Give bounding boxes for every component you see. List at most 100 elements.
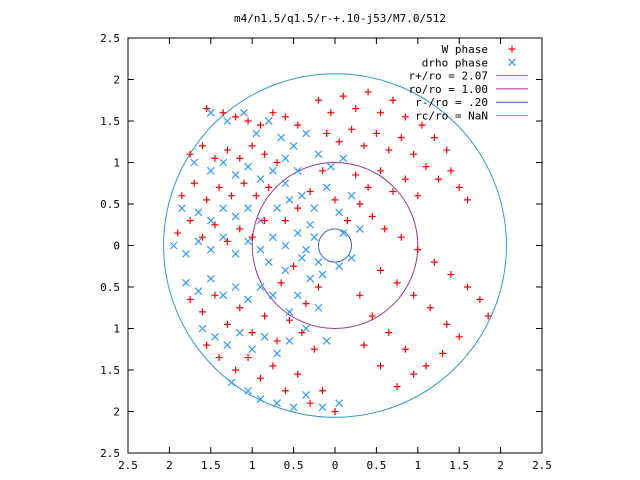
w-phase-point xyxy=(203,341,211,349)
w-phase-point xyxy=(335,138,343,146)
w-phase-point xyxy=(360,142,368,150)
w-phase-point xyxy=(484,312,492,320)
w-phase-point xyxy=(364,183,372,191)
legend-label: r+/ro = 2.07 xyxy=(409,70,488,83)
w-phase-point xyxy=(426,304,434,312)
w-phase-point xyxy=(252,192,260,200)
w-phase-point xyxy=(228,192,235,200)
drho-phase-point xyxy=(198,324,207,333)
w-phase-point xyxy=(377,167,385,175)
w-phase-point xyxy=(223,237,231,245)
drho-phase-point xyxy=(302,324,310,333)
w-phase-point xyxy=(294,121,302,129)
w-phase-point xyxy=(414,246,422,254)
drho-phase-point xyxy=(206,166,215,175)
w-phase-point xyxy=(435,175,442,183)
y-tick-label: 2 xyxy=(113,74,120,87)
w-phase-point xyxy=(422,362,430,370)
drho-phase-point xyxy=(314,150,323,159)
drho-phase-point xyxy=(302,245,310,254)
drho-phase-point xyxy=(289,403,298,412)
w-phase-point xyxy=(422,163,430,171)
legend-label: r-/ro = .20 xyxy=(415,96,488,109)
w-phase-point xyxy=(186,295,194,303)
drho-phase-point xyxy=(322,183,331,192)
x-tick-label: 0.5 xyxy=(284,459,304,472)
drho-phase-point xyxy=(268,291,277,300)
x-axis-ticks: 2.5 2 1.5 1 0.5 0 0.5 1 1.5 2 2.5 xyxy=(118,38,552,472)
w-phase-point xyxy=(314,96,322,104)
w-phase-point xyxy=(186,217,194,225)
drho-phase-point xyxy=(302,390,310,399)
w-phase-point xyxy=(232,113,240,121)
drho-phase-point xyxy=(244,237,252,246)
w-phase-point xyxy=(199,142,207,150)
drho-phase-point xyxy=(347,254,356,262)
drho-phase-point xyxy=(182,249,190,258)
legend-label: rc/ro = NaN xyxy=(415,110,488,123)
drho-phase-point xyxy=(231,249,240,258)
w-phase-point xyxy=(439,349,447,357)
w-phase-point xyxy=(331,196,339,204)
w-phase-point xyxy=(215,183,223,191)
legend-label: ro/ro = 1.00 xyxy=(409,83,488,96)
w-phase-point xyxy=(410,291,418,299)
w-phase-point xyxy=(401,345,409,353)
w-phase-point xyxy=(277,279,285,287)
drho-phase-point xyxy=(302,129,310,138)
w-phase-point xyxy=(463,196,471,204)
drho-phase-point xyxy=(281,154,290,163)
x-tick-label: 1.5 xyxy=(449,459,469,472)
w-phase-point xyxy=(319,167,327,175)
w-phase-point xyxy=(219,109,227,117)
w-phase-point xyxy=(410,150,418,158)
w-phase-point xyxy=(211,154,219,162)
y-tick-label: 1 xyxy=(113,157,120,170)
w-phase-point xyxy=(178,192,186,200)
reference-circles xyxy=(163,73,507,418)
w-phase-point xyxy=(261,312,269,320)
w-phase-point xyxy=(232,366,240,374)
drho-phase-point xyxy=(264,258,273,267)
w-phase-point xyxy=(314,283,322,291)
w-phase-point xyxy=(414,192,422,200)
drho-phase-point xyxy=(281,241,290,250)
w-phase-point xyxy=(377,266,385,274)
drho-phase-point xyxy=(231,171,240,179)
w-phase-point xyxy=(248,142,256,150)
w-phase-point xyxy=(223,146,231,154)
drho-phase-point xyxy=(244,204,252,213)
drho-phase-point xyxy=(322,337,331,345)
drho-phase-point xyxy=(260,332,269,341)
drho-phase-point xyxy=(235,328,244,337)
w-phase-point xyxy=(256,374,264,382)
legend-label: W phase xyxy=(442,43,488,56)
drho-phase-point xyxy=(310,204,319,213)
legend-marker xyxy=(508,58,516,67)
drho-phase-point xyxy=(277,133,286,142)
drho-phase-point xyxy=(194,287,203,296)
x-tick-label: 2 xyxy=(166,459,173,472)
y-tick-label: 1 xyxy=(113,323,120,336)
drho-phase-point xyxy=(219,233,228,242)
drho-phase-point xyxy=(169,241,178,250)
w-phase-point xyxy=(269,362,277,370)
w-phase-point xyxy=(397,233,405,241)
x-tick-label: 2 xyxy=(497,459,504,472)
drho-phase-point xyxy=(326,162,335,171)
w-phase-point xyxy=(203,196,211,204)
drho-phase-point xyxy=(285,337,294,345)
drho-phase-point xyxy=(306,220,315,229)
w-phase-point xyxy=(393,279,401,287)
legend-label: drho phase xyxy=(422,56,488,69)
w-phase-point xyxy=(381,225,389,233)
x-tick-label: 1 xyxy=(414,459,421,472)
w-phase-point xyxy=(327,109,335,117)
drho-phase-point xyxy=(318,403,327,412)
w-phase-point xyxy=(199,233,207,241)
w-phase-point xyxy=(352,105,360,113)
drho-phase-point xyxy=(206,274,215,283)
w-phase-point xyxy=(294,204,302,212)
w-phase-point xyxy=(389,188,397,196)
drho-phase-point xyxy=(206,245,215,254)
